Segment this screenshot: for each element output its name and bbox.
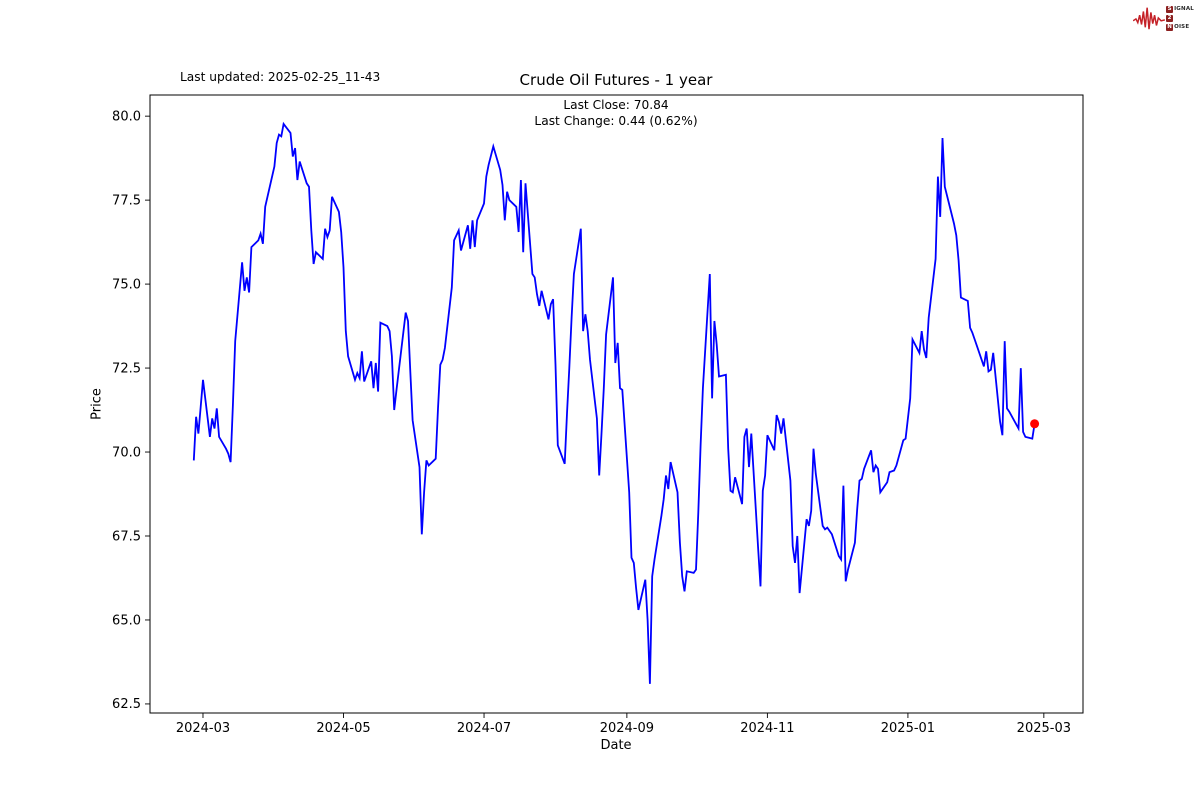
waveform-icon xyxy=(1133,7,1166,30)
x-tick-label: 2024-07 xyxy=(457,721,511,736)
logo-word-2: 2 xyxy=(1166,14,1194,22)
y-tick-label: 67.5 xyxy=(112,529,141,544)
chart-title: Crude Oil Futures - 1 year xyxy=(519,71,713,89)
logo-letter-s: S xyxy=(1166,5,1174,13)
y-tick-label: 70.0 xyxy=(112,445,141,460)
x-tick-label: 2024-05 xyxy=(316,721,370,736)
y-tick-label: 75.0 xyxy=(112,277,141,292)
y-tick-label: 77.5 xyxy=(112,193,141,208)
logo-text: S IGNAL 2 N OISE xyxy=(1166,5,1194,31)
last-price-marker xyxy=(1030,419,1040,429)
chart-annotation: Last Close: 70.84 Last Change: 0.44 (0.6… xyxy=(534,97,697,130)
x-axis-ticks: 2024-03 2024-05 2024-07 2024-09 2024-11 2025-… xyxy=(176,713,1071,736)
x-axis-label: Date xyxy=(600,738,632,753)
last-close-text: Last Close: 70.84 xyxy=(563,98,669,112)
logo-letter-2: 2 xyxy=(1166,14,1174,22)
price-line xyxy=(192,121,1036,684)
x-tick-label: 2025-01 xyxy=(881,721,935,736)
y-tick-label: 62.5 xyxy=(112,697,141,712)
x-tick-label: 2024-03 xyxy=(176,721,230,736)
y-axis-ticks: 62.5 65.0 67.5 70.0 72.5 75.0 77.5 80.0 xyxy=(112,109,150,712)
y-tick-label: 65.0 xyxy=(112,613,141,628)
y-tick-label: 72.5 xyxy=(112,361,141,376)
logo-word-noise: N OISE xyxy=(1166,23,1190,31)
x-tick-label: 2024-09 xyxy=(600,721,654,736)
y-axis-label: Price xyxy=(89,388,105,420)
signal2noise-logo: S IGNAL 2 N OISE xyxy=(1133,4,1194,32)
logo-word-signal: S IGNAL xyxy=(1166,5,1194,13)
last-updated-text: Last updated: 2025-02-25_11-43 xyxy=(180,70,381,84)
logo-letter-n: N xyxy=(1166,23,1174,31)
x-tick-label: 2025-03 xyxy=(1017,721,1071,736)
y-tick-label: 80.0 xyxy=(112,109,141,124)
last-change-text: Last Change: 0.44 (0.62%) xyxy=(534,114,698,129)
plot-border xyxy=(149,94,1084,714)
x-tick-label: 2024-11 xyxy=(740,721,794,736)
